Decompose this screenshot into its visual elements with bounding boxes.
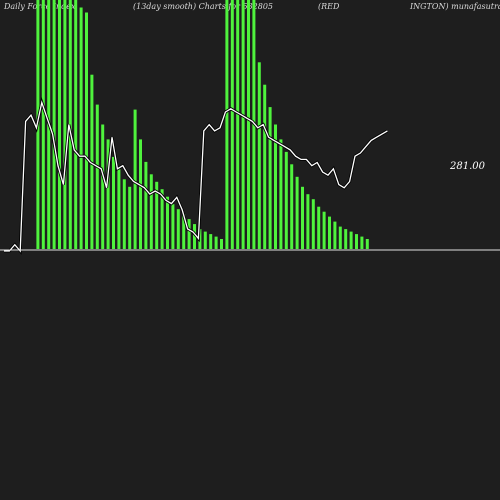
force-index-bar — [160, 189, 164, 249]
last-price-label: 281.00 — [449, 161, 486, 172]
force-index-bar — [74, 0, 78, 249]
force-index-bar — [155, 181, 159, 249]
force-index-bar — [166, 196, 169, 249]
force-index-bar — [311, 199, 315, 249]
force-index-bar — [112, 156, 115, 249]
force-index-bar — [198, 229, 202, 249]
force-index-bar — [306, 194, 310, 249]
force-index-bar — [176, 209, 180, 249]
force-index-bar — [117, 169, 121, 249]
force-index-bar — [322, 211, 326, 249]
force-index-bar — [301, 186, 304, 250]
force-index-bar — [241, 0, 245, 249]
force-index-bar — [144, 161, 148, 249]
chart-title-part-3: (RED — [318, 2, 340, 11]
chart-title-part-1: Daily Force Index — [3, 2, 76, 11]
chart-title-part-2: (13day smooth) Charts for 532805 — [133, 2, 273, 11]
chart-title-part-4: INGTON) munafasutra.com — [409, 2, 500, 11]
force-index-bar — [263, 84, 267, 249]
force-index-bar — [247, 0, 250, 249]
force-index-bar — [171, 204, 175, 249]
force-index-bar — [101, 124, 105, 249]
force-index-bar — [317, 206, 321, 249]
force-index-bar — [268, 107, 272, 249]
force-index-bar — [85, 12, 88, 249]
force-index-bar — [149, 174, 153, 249]
force-index-bar — [225, 0, 229, 249]
force-index-bar — [230, 0, 234, 249]
force-index-bar — [360, 236, 364, 249]
force-index-bar — [187, 219, 191, 249]
force-index-bar — [128, 186, 132, 250]
force-index-bar — [220, 239, 223, 249]
force-index-bar — [182, 214, 186, 249]
force-index-bar — [295, 176, 299, 249]
force-index-bar — [290, 164, 294, 249]
force-index-bar — [214, 236, 218, 249]
force-index-bar — [328, 216, 331, 249]
force-index-bar — [203, 231, 207, 249]
force-index-bar — [122, 179, 126, 249]
force-index-bar — [133, 109, 137, 249]
force-index-bar — [274, 124, 277, 249]
force-index-bar — [106, 139, 110, 249]
force-index-bar — [344, 229, 348, 249]
force-index-bar — [355, 234, 358, 249]
force-index-bar — [365, 239, 369, 249]
force-index-bar — [257, 62, 261, 250]
force-index-bar — [79, 7, 83, 249]
force-index-bar — [236, 0, 240, 249]
force-index-bars — [36, 0, 369, 250]
force-index-bar — [349, 231, 353, 249]
force-index-bar — [95, 104, 99, 249]
force-index-bar — [333, 221, 337, 249]
force-index-bar — [284, 151, 288, 249]
force-index-bar — [209, 234, 213, 249]
force-index-bar — [63, 0, 67, 249]
force-index-bar — [58, 0, 61, 249]
force-index-bar — [338, 226, 342, 249]
force-index-bar — [139, 139, 142, 249]
force-index-bar — [41, 0, 45, 249]
force-index-bar — [279, 139, 283, 249]
force-index-bar — [52, 0, 56, 249]
price-line — [4, 100, 388, 253]
force-index-bar — [193, 224, 196, 249]
